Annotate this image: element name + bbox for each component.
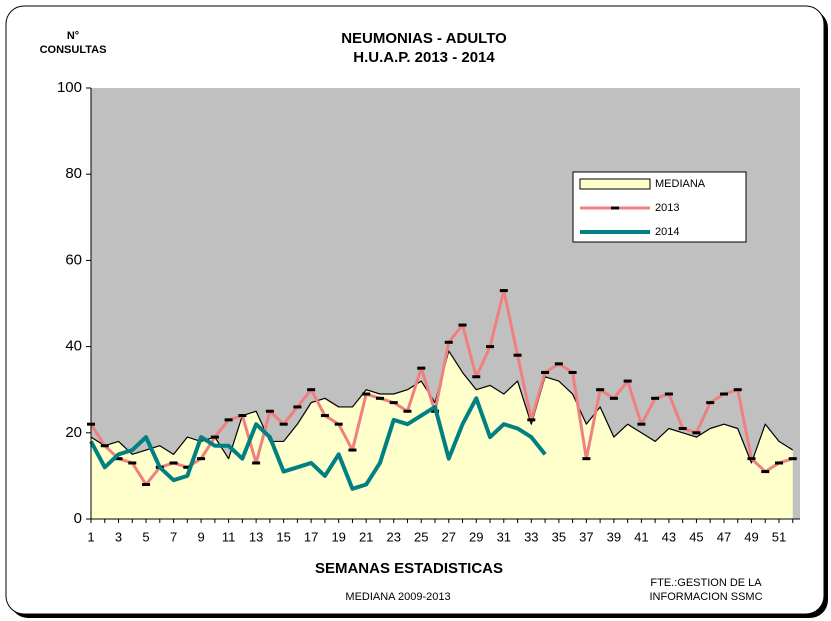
marker xyxy=(527,418,536,422)
legend-label: 2014 xyxy=(655,226,679,238)
marker xyxy=(568,370,577,374)
x-tick-label: 25 xyxy=(414,529,428,544)
marker xyxy=(623,379,632,383)
x-tick-label: 7 xyxy=(170,529,177,544)
marker xyxy=(444,340,453,344)
x-tick-label: 35 xyxy=(552,529,566,544)
legend-marker xyxy=(611,206,619,210)
marker xyxy=(637,422,646,426)
marker xyxy=(100,444,109,448)
x-tick-label: 19 xyxy=(331,529,345,544)
marker xyxy=(362,392,371,396)
marker xyxy=(499,289,508,293)
x-tick-label: 45 xyxy=(689,529,703,544)
legend-label: 2013 xyxy=(655,202,679,214)
legend-label: MEDIANA xyxy=(655,178,706,190)
x-tick-label: 41 xyxy=(634,529,648,544)
subtitle: MEDIANA 2009-2013 xyxy=(345,591,450,603)
marker xyxy=(197,457,206,461)
marker xyxy=(348,448,357,452)
marker xyxy=(596,388,605,392)
marker xyxy=(265,409,274,413)
marker xyxy=(747,457,756,461)
x-tick-label: 29 xyxy=(469,529,483,544)
chart-title: H.U.A.P. 2013 - 2014 xyxy=(353,49,495,66)
x-tick-label: 23 xyxy=(386,529,400,544)
x-tick-label: 15 xyxy=(276,529,290,544)
x-tick-label: 49 xyxy=(744,529,758,544)
marker xyxy=(706,401,715,405)
marker xyxy=(375,396,384,400)
marker xyxy=(238,414,247,418)
marker xyxy=(775,461,783,465)
marker xyxy=(678,426,687,430)
marker xyxy=(403,409,412,413)
marker xyxy=(293,405,302,409)
marker xyxy=(128,461,137,465)
x-tick-label: 3 xyxy=(115,529,122,544)
marker xyxy=(651,396,660,400)
chart-title: NEUMONIAS - ADULTO xyxy=(341,30,507,47)
y-tick-label: 20 xyxy=(65,424,82,441)
marker xyxy=(224,418,233,422)
source: INFORMACION SSMC xyxy=(649,591,762,603)
legend-swatch xyxy=(579,178,651,190)
marker xyxy=(733,388,742,392)
marker xyxy=(609,396,618,400)
marker xyxy=(486,345,495,349)
marker xyxy=(472,375,481,379)
marker xyxy=(114,457,123,461)
y-axis-label: CONSULTAS xyxy=(40,44,107,56)
x-tick-label: 9 xyxy=(197,529,204,544)
marker xyxy=(389,401,398,405)
marker xyxy=(307,388,316,392)
marker xyxy=(210,435,219,439)
x-tick-label: 31 xyxy=(497,529,511,544)
marker xyxy=(582,457,591,461)
y-tick-label: 100 xyxy=(57,79,82,96)
x-tick-label: 27 xyxy=(442,529,456,544)
marker xyxy=(692,431,701,435)
x-tick-label: 51 xyxy=(772,529,786,544)
x-tick-label: 17 xyxy=(304,529,318,544)
marker xyxy=(142,483,151,487)
marker xyxy=(458,323,467,327)
x-tick-label: 43 xyxy=(662,529,676,544)
marker xyxy=(788,457,797,461)
x-axis-label: SEMANAS ESTADISTICAS xyxy=(315,560,503,577)
x-tick-label: 33 xyxy=(524,529,538,544)
marker xyxy=(719,392,728,396)
y-tick-label: 80 xyxy=(65,165,82,182)
y-tick-label: 40 xyxy=(65,338,82,355)
y-tick-label: 0 xyxy=(74,510,82,527)
x-tick-label: 37 xyxy=(579,529,593,544)
marker xyxy=(541,370,550,374)
marker xyxy=(183,465,192,469)
x-tick-label: 21 xyxy=(359,529,373,544)
x-tick-label: 13 xyxy=(249,529,263,544)
marker xyxy=(664,392,673,396)
marker xyxy=(761,470,770,474)
marker xyxy=(334,422,343,426)
marker xyxy=(513,353,522,357)
x-tick-label: 11 xyxy=(222,529,236,544)
x-tick-label: 1 xyxy=(87,529,94,544)
y-axis-label: N° xyxy=(67,30,79,42)
marker xyxy=(279,422,288,426)
marker xyxy=(417,366,426,370)
marker xyxy=(554,362,563,366)
x-tick-label: 47 xyxy=(717,529,731,544)
x-tick-label: 5 xyxy=(142,529,149,544)
x-tick-label: 39 xyxy=(607,529,621,544)
series-line xyxy=(89,289,794,487)
source: FTE.:GESTION DE LA xyxy=(650,577,762,589)
series-line xyxy=(89,396,547,491)
marker xyxy=(320,414,329,418)
y-tick-label: 60 xyxy=(65,251,82,268)
marker xyxy=(252,461,261,465)
marker xyxy=(169,461,178,465)
